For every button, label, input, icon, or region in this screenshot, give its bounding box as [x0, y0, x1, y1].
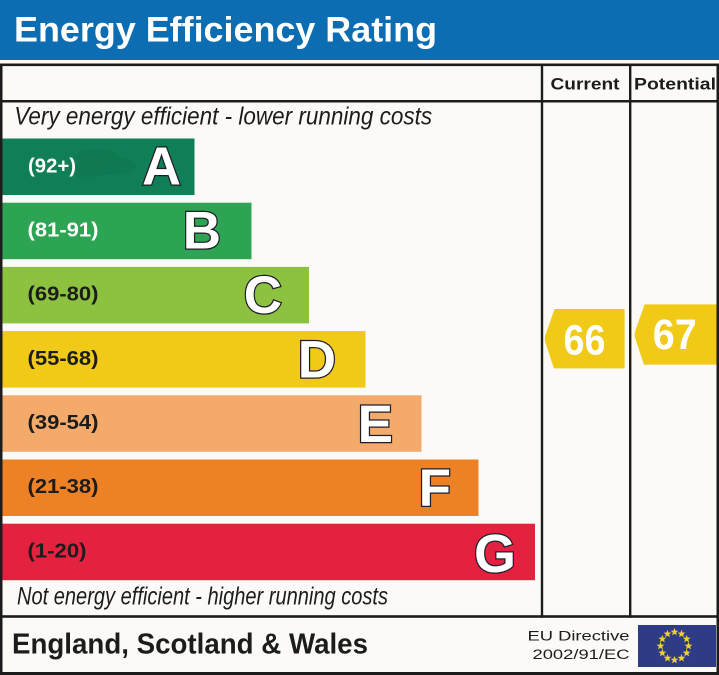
svg-text:B: B: [183, 202, 221, 261]
svg-text:Not energy efficient - higher: Not energy efficient - higher running co…: [17, 583, 388, 611]
svg-text:(69-80): (69-80): [28, 284, 99, 306]
svg-text:(92+): (92+): [28, 155, 76, 177]
svg-text:F: F: [419, 459, 451, 518]
svg-text:Current: Current: [551, 75, 620, 94]
svg-text:Very energy efficient - lower: Very energy efficient - lower running co…: [14, 103, 432, 131]
svg-text:(1-20): (1-20): [28, 540, 87, 562]
svg-text:A: A: [142, 137, 181, 197]
svg-text:(21-38): (21-38): [28, 476, 99, 498]
svg-text:2002/91/EC: 2002/91/EC: [533, 647, 630, 662]
svg-text:(55-68): (55-68): [28, 348, 99, 370]
svg-text:EU Directive: EU Directive: [528, 629, 630, 644]
svg-text:England, Scotland & Wales: England, Scotland & Wales: [12, 629, 368, 661]
svg-text:(39-54): (39-54): [28, 412, 99, 434]
svg-text:66: 66: [564, 317, 606, 365]
svg-text:Potential: Potential: [634, 75, 716, 94]
svg-text:C: C: [244, 266, 282, 325]
svg-text:D: D: [298, 331, 336, 390]
svg-text:E: E: [358, 395, 393, 454]
svg-text:(81-91): (81-91): [28, 219, 99, 241]
svg-text:G: G: [474, 524, 516, 584]
svg-text:67: 67: [653, 311, 697, 359]
svg-text:Energy Efficiency Rating: Energy Efficiency Rating: [14, 11, 437, 50]
